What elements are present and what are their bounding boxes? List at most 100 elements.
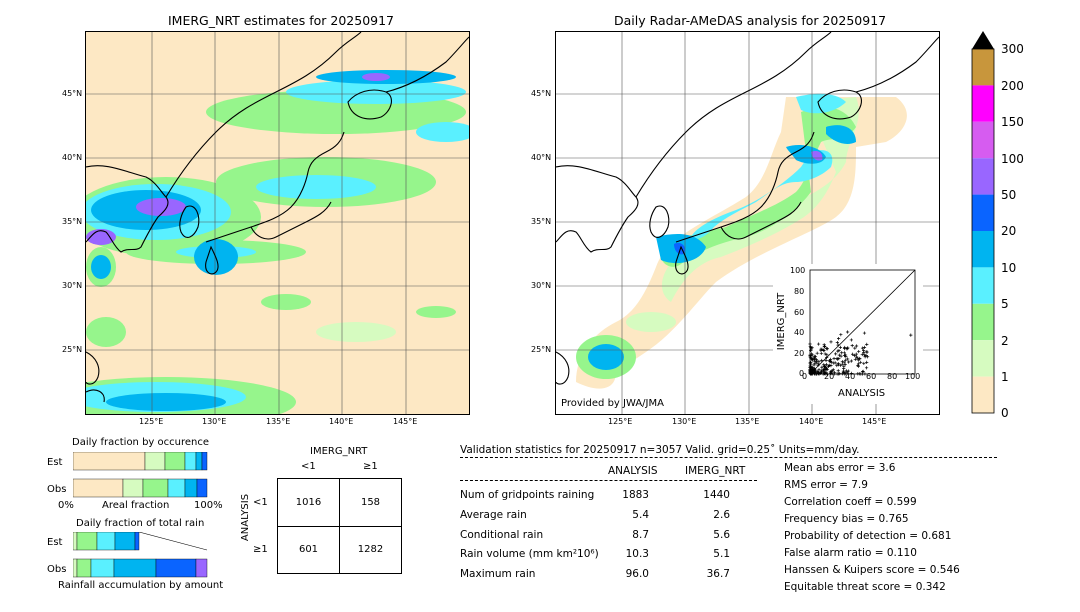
scatter-point (840, 351, 844, 355)
scatter-point (844, 355, 848, 359)
stat-row-name-1: Average rain (460, 509, 527, 521)
scatter-xtick-100: 100 (905, 372, 921, 381)
scatter-point (859, 360, 863, 364)
right-lat-35: 35°N (531, 217, 552, 226)
contingency-title: IMERG_NRT (310, 446, 368, 457)
scatter-point (819, 351, 823, 356)
contingency-cell-10: 601 (298, 544, 319, 555)
scatter-point (816, 372, 820, 376)
scatter-point (826, 364, 831, 368)
scatter-point (808, 353, 812, 357)
scatter-point (839, 363, 843, 367)
scatter-point (865, 360, 869, 364)
scatter-point (854, 344, 859, 348)
scatter-point (840, 360, 844, 364)
left-lon-140: 140°E (329, 417, 354, 426)
cb-tick-50: 50 (1001, 188, 1017, 202)
scatter-point (857, 349, 861, 354)
score-ets: Equitable threat score = 0.342 (784, 581, 946, 593)
right-map-plot (556, 32, 939, 414)
scatter-point (862, 361, 866, 366)
left-lon-130: 130°E (202, 417, 227, 426)
scatter-point (852, 353, 856, 358)
scatter-point (830, 369, 834, 373)
scatter-point (864, 366, 869, 370)
cb-tick-5: 5 (1001, 297, 1009, 311)
scatter-point (845, 370, 850, 374)
scatter-point (825, 367, 829, 372)
colorbar-segment (972, 303, 994, 341)
scatter-point (858, 356, 862, 361)
scatter-xtick-60: 60 (866, 372, 877, 381)
scatter-point (860, 346, 865, 350)
scatter-point (825, 355, 829, 360)
right-lat-25: 25°N (531, 345, 552, 354)
stat-row-imerg-2: 5.6 (713, 529, 730, 541)
score-far: False alarm ratio = 0.110 (784, 547, 917, 559)
scatter-ytick-80: 80 (794, 287, 805, 296)
scatter-point (862, 331, 867, 335)
cb-tick-1: 1 (1001, 370, 1009, 384)
scatter-point (836, 349, 840, 353)
scatter-point (865, 342, 869, 346)
scatter-plot (808, 269, 916, 376)
colorbar-extend-arrow (972, 31, 994, 49)
right-map-credit: Provided by JWA/JMA (561, 398, 664, 409)
score-pod: Probability of detection = 0.681 (784, 530, 952, 542)
scatter-point (865, 350, 869, 354)
left-map-coastline (86, 32, 469, 403)
scatter-point (815, 351, 819, 355)
left-lon-145: 145°E (393, 417, 418, 426)
scatter-ytick-20: 20 (794, 349, 805, 358)
scatter-point (853, 357, 857, 361)
right-lon-125: 125°E (608, 417, 633, 426)
scatter-xtick-40: 40 (845, 372, 856, 381)
scatter-ytick-40: 40 (794, 328, 805, 337)
scatter-point (817, 362, 821, 366)
score-mae: Mean abs error = 3.6 (784, 462, 896, 474)
stat-row-name-4: Maximum rain (460, 568, 536, 580)
scatter-point (839, 333, 843, 337)
left-map (85, 31, 470, 415)
scatter-point (847, 360, 851, 364)
scatter-point (821, 348, 825, 352)
scatter-point (839, 354, 843, 358)
scatter-point (825, 353, 829, 357)
colorbar-segment (972, 340, 994, 377)
scatter-point (825, 372, 829, 376)
colorbar-segment (972, 121, 994, 159)
scatter-point (812, 356, 817, 361)
scatter-xtick-0: 0 (802, 372, 808, 381)
stat-row-analysis-0: 1883 (622, 489, 649, 501)
frac-occ-est-bar (72, 451, 208, 471)
scatter-point (808, 371, 812, 375)
scatter-point (853, 346, 857, 350)
colorbar-segment (972, 194, 994, 231)
scatter-point (837, 363, 841, 367)
frac-tot-est-bar (72, 531, 140, 551)
contingency-cell-01: 158 (360, 497, 381, 508)
scatter-point (856, 363, 860, 368)
scatter-point (842, 364, 846, 368)
scatter-point (819, 370, 823, 374)
scatter-point (816, 342, 821, 346)
scatter-point (861, 369, 865, 373)
left-map-plot (86, 32, 469, 414)
scatter-point (813, 371, 817, 376)
score-rmse: RMS error = 7.9 (784, 479, 868, 491)
scatter-point (825, 347, 829, 351)
left-lon-135: 135°E (266, 417, 291, 426)
scatter-point (808, 367, 812, 372)
contingency-row-ge1: ≥1 (253, 544, 268, 555)
cb-tick-2: 2 (1001, 334, 1009, 348)
colorbar-graphic (971, 31, 995, 414)
scatter-point (829, 371, 833, 375)
validation-divider (460, 457, 997, 458)
colorbar-segment (972, 49, 994, 86)
scatter-point (813, 359, 817, 364)
stat-row-name-3: Rain volume (mm km²10⁶) (460, 548, 599, 560)
right-lon-130: 130°E (672, 417, 697, 426)
frac-tot-bottom: Rainfall accumulation by amount (58, 580, 224, 591)
scatter-point (809, 360, 813, 364)
scatter-point (842, 351, 847, 355)
